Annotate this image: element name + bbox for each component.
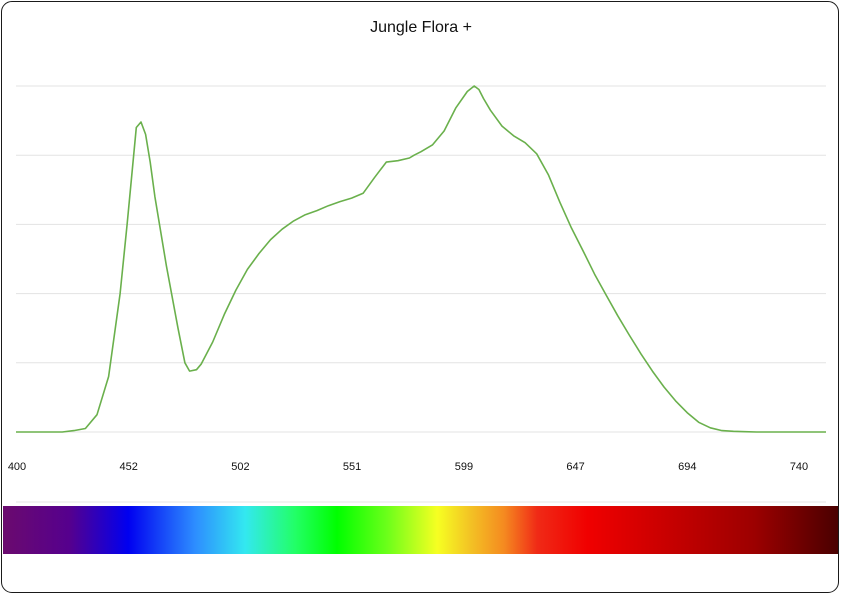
x-tick-label: 694 <box>678 461 696 473</box>
x-tick-label: 740 <box>790 461 808 473</box>
x-tick-label: 599 <box>455 461 473 473</box>
spectrum-line <box>16 85 826 433</box>
spectrum-color-bar <box>3 506 838 554</box>
x-tick-label: 647 <box>566 461 584 473</box>
x-tick-label: 400 <box>8 461 26 473</box>
chart-title: Jungle Flora + <box>370 19 472 36</box>
x-tick-label: 452 <box>120 461 138 473</box>
series-layer <box>16 85 826 433</box>
x-axis-ticks: 400 452 502 551 599 647 694 740 <box>8 461 808 473</box>
gridlines <box>16 85 826 433</box>
x-tick-label: 551 <box>343 461 361 473</box>
x-tick-label: 502 <box>231 461 249 473</box>
